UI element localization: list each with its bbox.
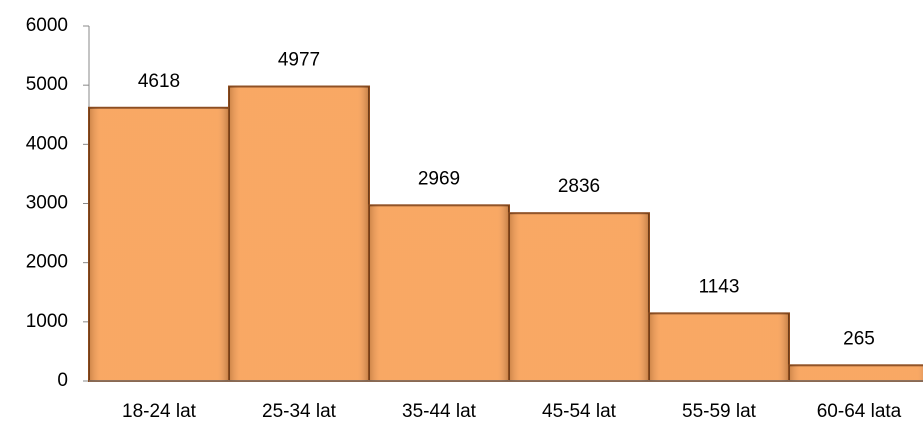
value-label: 4977: [278, 50, 320, 71]
x-tick-label: 45-54 lat: [542, 401, 617, 422]
value-label: 1143: [699, 276, 740, 297]
x-tick-label: 25-34 lat: [262, 401, 337, 422]
value-label: 2969: [418, 168, 460, 189]
bar-shade: [369, 205, 509, 381]
x-tick-label: 35-44 lat: [402, 401, 477, 422]
bar-shade: [229, 86, 369, 381]
value-label: 265: [843, 328, 875, 349]
y-tick-label: 3000: [26, 193, 68, 214]
bar-shade: [789, 365, 923, 381]
value-label: 2836: [558, 176, 600, 197]
y-tick-label: 5000: [26, 74, 68, 95]
y-tick-label: 6000: [26, 15, 68, 36]
x-tick-label: 60-64 lata: [817, 401, 902, 422]
bar-shade: [649, 313, 789, 381]
x-tick-label: 18-24 lat: [122, 401, 197, 422]
y-tick-label: 2000: [26, 252, 68, 273]
bar-shade: [509, 213, 649, 381]
value-label: 4618: [138, 71, 180, 92]
x-tick-label: 55-59 lat: [682, 401, 757, 422]
y-tick-label: 0: [57, 370, 68, 391]
y-tick-label: 1000: [26, 311, 68, 332]
y-tick-label: 4000: [26, 133, 68, 154]
bar-shade: [89, 107, 229, 381]
